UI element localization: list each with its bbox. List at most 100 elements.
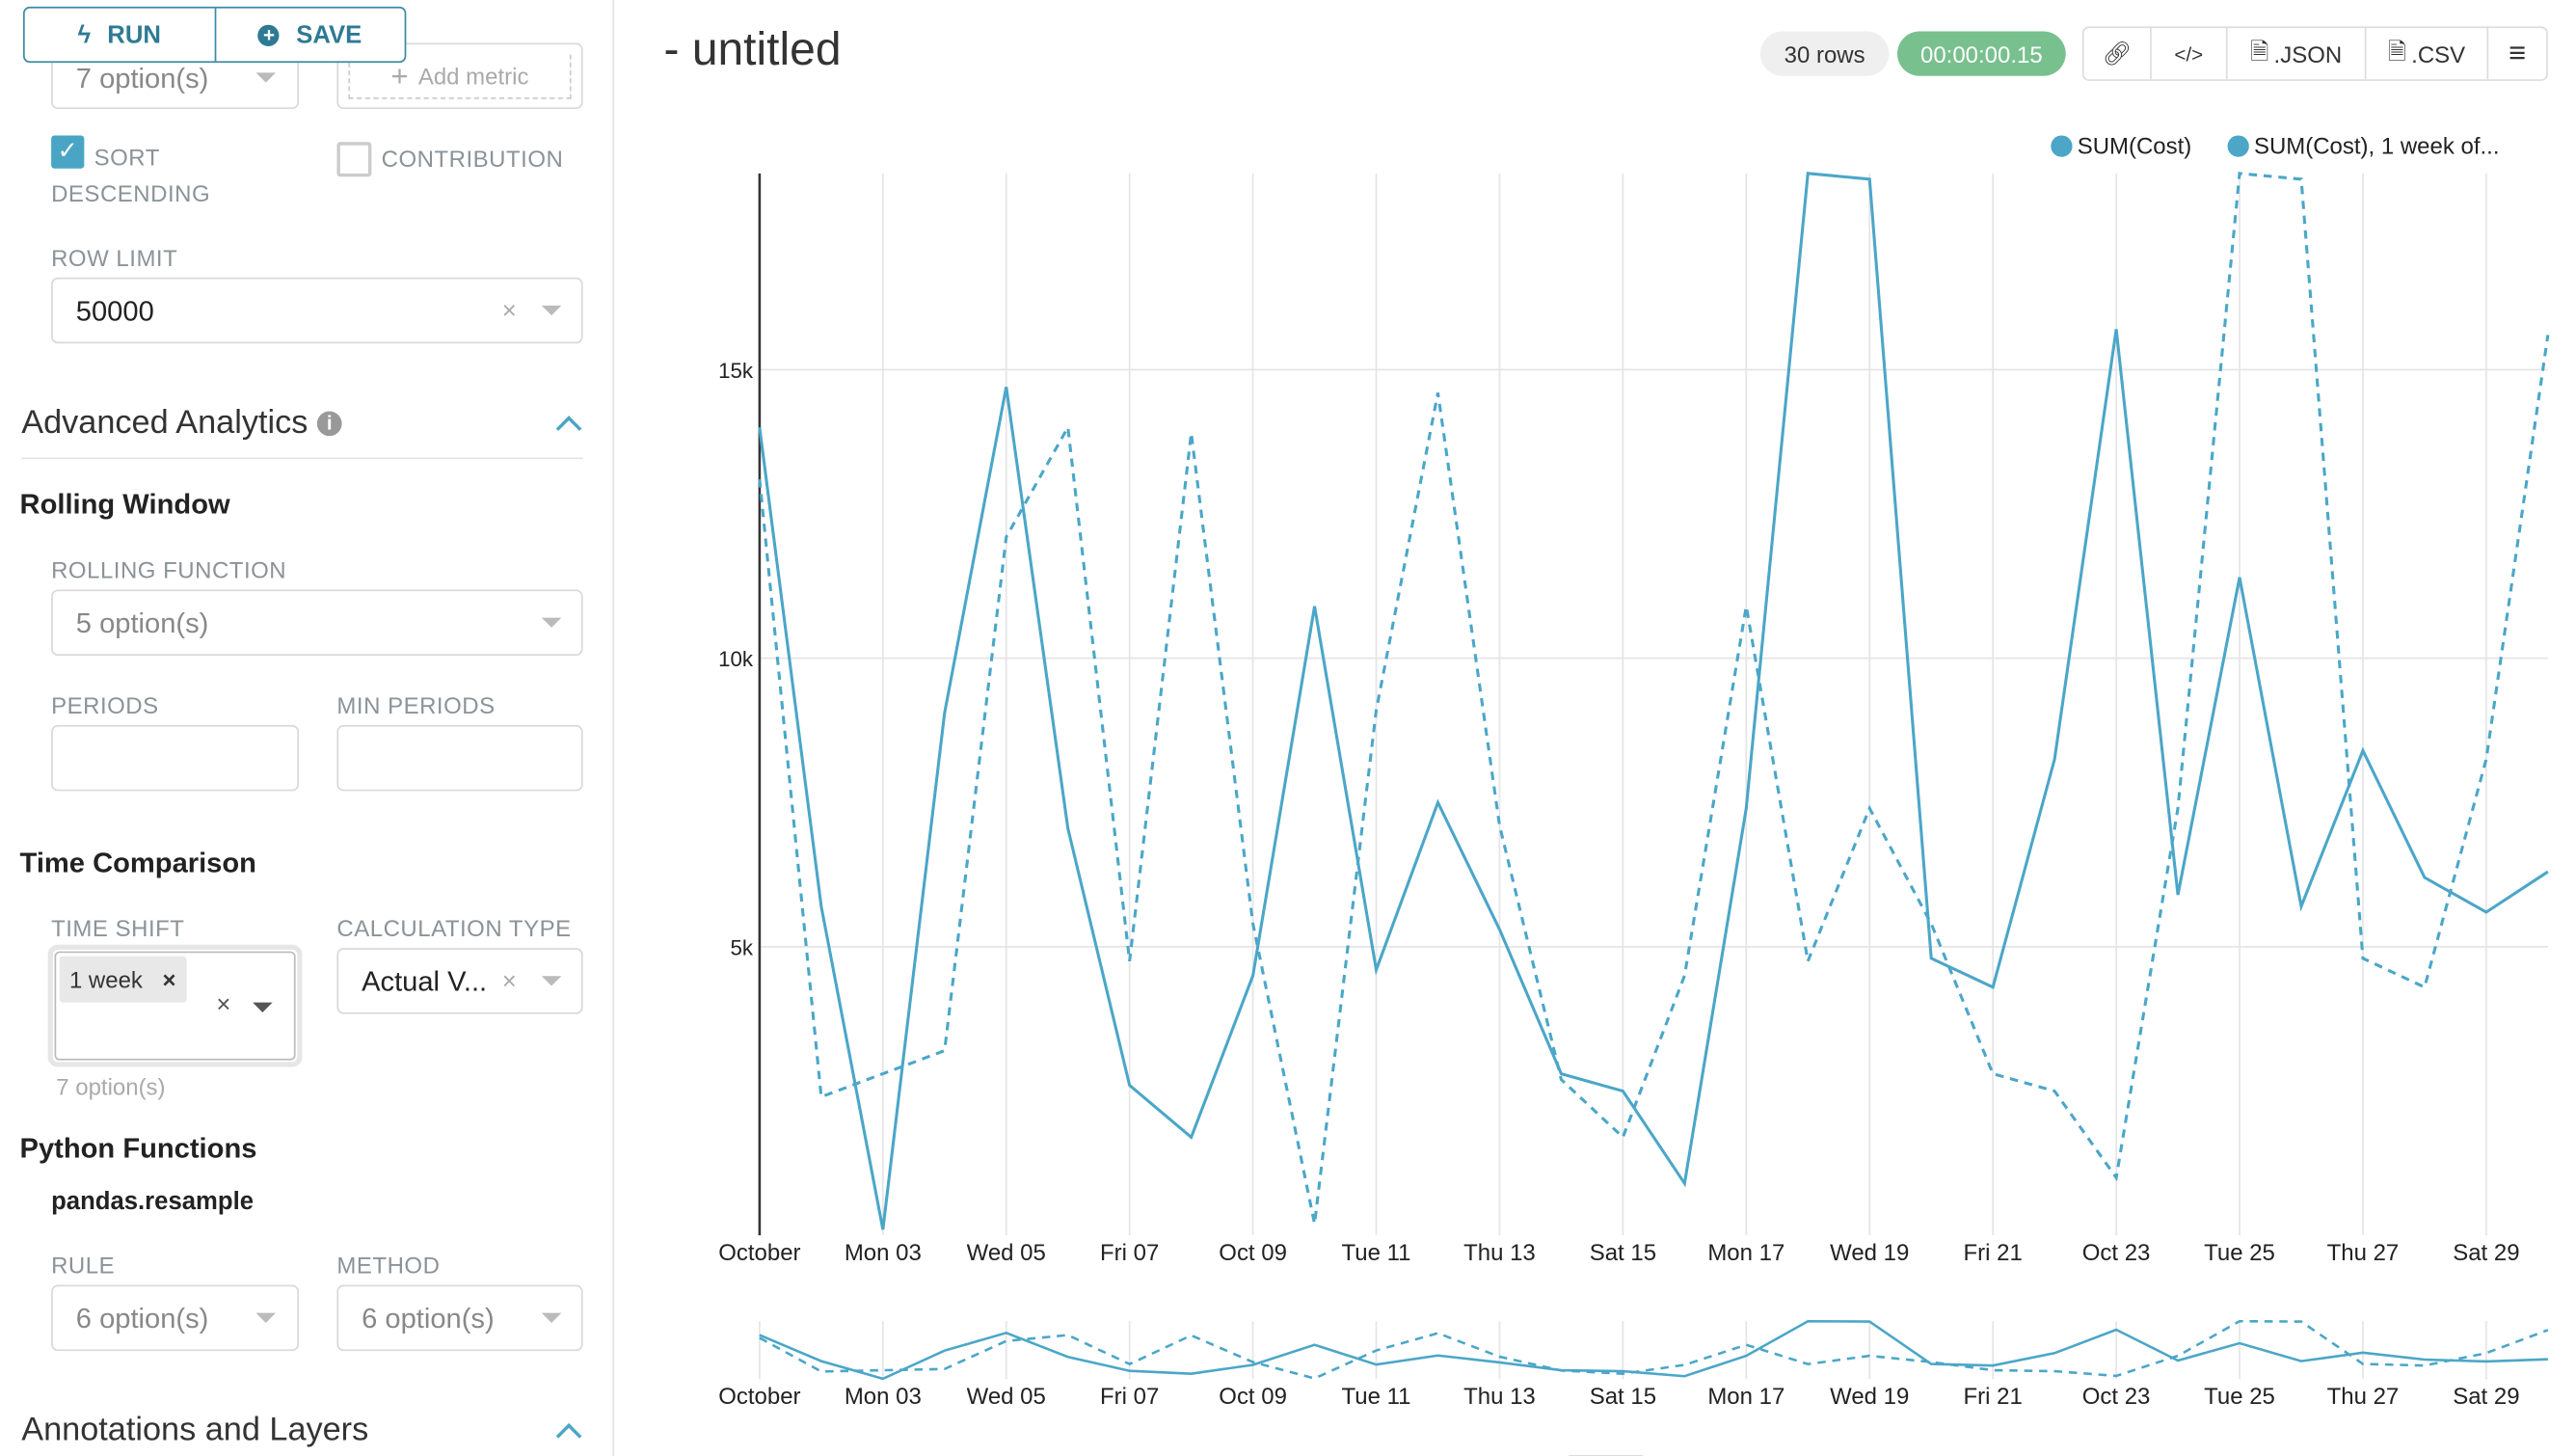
chevron-down-icon [541, 1312, 562, 1323]
overview-series-line-0 [759, 1319, 2548, 1381]
time-comparison-title: Time Comparison [19, 847, 256, 879]
x-tick-label: October [718, 1384, 800, 1410]
time-shift-hint: 7 option(s) [56, 1073, 166, 1100]
chevron-down-icon [541, 617, 562, 628]
x-tick-label: Oct 09 [1219, 1384, 1287, 1410]
overview-series-line-1 [759, 1319, 2549, 1380]
y-tick-label: 15k [718, 359, 754, 383]
x-tick-label: Thu 13 [1463, 1240, 1536, 1266]
x-tick-label: Mon 17 [1707, 1240, 1784, 1266]
x-tick-label: Mon 17 [1707, 1384, 1784, 1410]
legend-item-sum-cost[interactable]: SUM(Cost) [2051, 132, 2191, 158]
plus-icon: + [390, 58, 409, 93]
x-tick-label: Wed 05 [967, 1384, 1046, 1410]
x-tick-label: Oct 09 [1219, 1240, 1287, 1266]
rolling-function-label: ROLLING FUNCTION [51, 556, 287, 583]
x-tick-label: Thu 13 [1463, 1384, 1536, 1410]
chevron-down-icon [253, 1002, 273, 1012]
hamburger-icon: ≡ [2509, 36, 2527, 69]
plus-circle-icon: + [257, 23, 281, 46]
calculation-type-label: CALCULATION TYPE [336, 914, 572, 942]
min-periods-input[interactable] [336, 724, 583, 792]
x-tick-label: Fri 21 [1964, 1384, 2023, 1410]
bolt-icon: ϟ [77, 20, 92, 49]
x-tick-label: Fri 07 [1100, 1384, 1159, 1410]
x-tick-label: Wed 19 [1830, 1384, 1909, 1410]
periods-label: PERIODS [51, 691, 159, 719]
clear-icon[interactable]: × [501, 967, 517, 996]
time-shift-multiselect[interactable]: 1 week × × [47, 944, 303, 1067]
x-tick-label: Sat 29 [2453, 1240, 2519, 1266]
x-tick-label: Tue 11 [1342, 1384, 1411, 1410]
link-button[interactable]: 🔗︎ [2084, 28, 2151, 79]
contribution-label: CONTRIBUTION [381, 145, 564, 173]
chevron-down-icon [255, 1312, 277, 1323]
file-text-icon: 🗎 [2387, 37, 2407, 64]
min-periods-label: MIN PERIODS [336, 691, 496, 719]
annotations-header[interactable]: Annotations and Layers [21, 1412, 369, 1449]
time-shift-tag: 1 week × [59, 956, 186, 1003]
link-icon: 🔗︎ [2102, 40, 2133, 67]
chevron-down-icon [541, 976, 562, 986]
info-icon: i [316, 411, 342, 437]
calculation-type-select[interactable]: Actual V... × [336, 948, 583, 1014]
periods-input[interactable] [51, 724, 300, 792]
x-tick-label: Mon 03 [845, 1384, 922, 1410]
x-tick-label: Fri 21 [1964, 1240, 2023, 1266]
x-tick-label: October [718, 1240, 800, 1266]
run-save-group: ϟ RUN + SAVE [22, 6, 407, 64]
rolling-window-title: Rolling Window [19, 488, 230, 521]
series-line-0 [758, 172, 2549, 1230]
export-json-button[interactable]: 🗎 .JSON [2225, 28, 2365, 80]
control-panel: ϟ RUN + SAVE 7 option(s) + Add metric ✓ SOR… [0, 0, 615, 1456]
row-count-badge: 30 rows [1759, 31, 1890, 76]
legend-dot-icon [2227, 134, 2249, 156]
export-csv-button[interactable]: 🗎 .CSV [2364, 28, 2487, 80]
query-timer-badge: 00:00:00.15 [1897, 31, 2066, 76]
python-functions-title: Python Functions [19, 1132, 257, 1165]
x-tick-label: Thu 27 [2327, 1240, 2400, 1266]
save-button[interactable]: + SAVE [213, 8, 405, 62]
x-tick-label: Mon 03 [845, 1240, 922, 1266]
advanced-analytics-header[interactable]: Advanced Analytics i [21, 405, 342, 443]
y-tick-label: 5k [731, 935, 754, 959]
x-tick-label: Tue 25 [2204, 1384, 2275, 1410]
clear-icon[interactable]: × [501, 297, 517, 326]
sort-descending-checkbox[interactable]: ✓ [51, 135, 85, 169]
chevron-down-icon [541, 305, 562, 316]
series-line-1 [758, 172, 2550, 1225]
divider [21, 457, 583, 460]
embed-code-button[interactable]: </> [2150, 28, 2226, 80]
method-select[interactable]: 6 option(s) [336, 1284, 583, 1352]
legend-item-sum-cost-1-week[interactable]: SUM(Cost), 1 week of... [2227, 132, 2499, 158]
run-button[interactable]: ϟ RUN [77, 20, 161, 49]
x-tick-label: Wed 05 [967, 1240, 1046, 1266]
code-icon: </> [2174, 41, 2204, 66]
x-tick-label: Sat 29 [2453, 1384, 2519, 1410]
method-label: METHOD [336, 1252, 441, 1279]
x-tick-label: Tue 25 [2204, 1240, 2275, 1266]
contribution-checkbox[interactable] [336, 142, 372, 177]
x-tick-label: Tue 11 [1342, 1240, 1411, 1266]
rolling-function-select[interactable]: 5 option(s) [51, 589, 583, 656]
row-limit-select[interactable]: 50000 × [51, 277, 583, 344]
time-shift-label: TIME SHIFT [51, 914, 185, 942]
brush-handle [1569, 1454, 1644, 1456]
more-menu-button[interactable]: ≡ [2486, 28, 2546, 80]
remove-tag-icon[interactable]: × [162, 965, 176, 993]
x-tick-label: Sat 15 [1590, 1240, 1656, 1266]
x-tick-label: Oct 23 [2082, 1384, 2151, 1410]
pandas-resample-label: pandas.resample [51, 1187, 255, 1216]
sort-descending-label: SORT DESCENDING [51, 144, 211, 207]
x-tick-label: Fri 07 [1100, 1240, 1159, 1266]
rule-label: RULE [51, 1252, 116, 1279]
legend-dot-icon [2051, 134, 2073, 156]
chart-title[interactable]: - untitled [663, 22, 842, 75]
chevron-down-icon [255, 72, 277, 83]
x-tick-label: Wed 19 [1830, 1240, 1909, 1266]
clear-icon[interactable]: × [216, 990, 231, 1019]
action-button-group: 🔗︎ </> 🗎 .JSON 🗎 .CSV ≡ [2081, 26, 2548, 81]
y-tick-label: 10k [718, 647, 754, 671]
rule-select[interactable]: 6 option(s) [51, 1284, 300, 1352]
